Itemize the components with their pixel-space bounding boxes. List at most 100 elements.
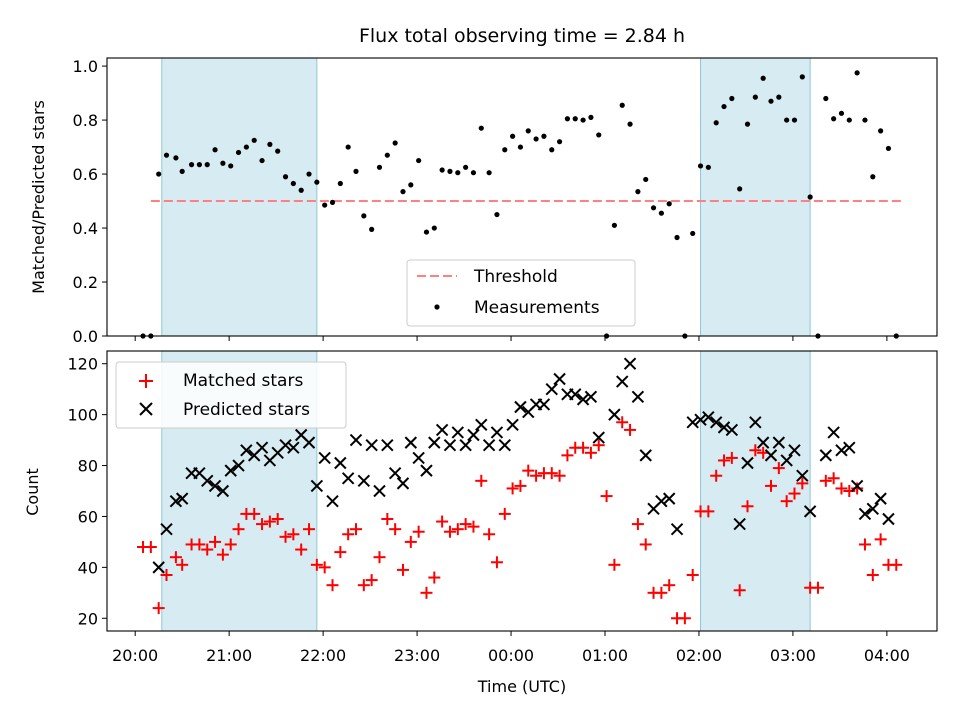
legend-measurements-label: Measurements [474,298,600,318]
measurement-point [322,202,328,208]
matched-star-marker [428,571,441,584]
predicted-star-marker [537,398,551,411]
matched-star-marker [396,563,409,576]
measurement-point [572,116,578,122]
measurement-point [721,103,727,110]
measurement-point [439,167,445,173]
measurement-point [353,168,359,174]
measurement-point [635,189,641,195]
matched-star-marker [412,525,425,538]
predicted-star-marker [756,436,770,449]
matched-star-marker [467,520,480,533]
measurement-point [533,136,539,142]
matched-star-marker [678,612,691,625]
predicted-star-marker [717,421,731,434]
measurement-point [345,144,351,150]
bottom-y-tick-label: 20 [78,609,98,628]
predicted-star-marker [232,459,245,472]
measurement-point [267,141,273,147]
matched-star-marker [201,543,214,556]
measurement-point [713,120,719,126]
predicted-star-marker [639,449,652,462]
matched-star-marker [506,482,519,495]
predicted-star-marker [388,466,402,480]
predicted-star-marker [420,464,433,477]
measurement-point [337,180,343,187]
predicted-star-marker [279,438,292,452]
matched-star-marker [287,528,300,541]
matched-star-marker [741,500,754,513]
bottom-axes-frame [106,350,938,632]
matched-star-marker [639,538,652,551]
top-y-tick-label: 0.0 [73,327,98,346]
predicted-star-marker [874,492,887,505]
x-tick-label: 03:00 [770,646,816,665]
predicted-star-marker [175,492,189,505]
matched-star-marker [851,482,864,495]
measurement-point [204,162,210,168]
predicted-star-marker [827,426,840,439]
matched-star-marker [342,528,355,541]
x-tick-label: 23:00 [394,646,440,665]
matched-star-marker [874,533,887,546]
matched-star-marker [827,472,840,485]
predicted-star-marker [428,436,441,449]
matched-star-marker [553,469,566,482]
predicted-star-marker [741,456,754,470]
measurement-point [463,164,469,170]
top-y-axis-label: Matched/Predicted stars [29,100,48,294]
matched-star-marker [326,579,339,592]
bottom-y-tick-label: 60 [78,507,98,526]
matched-star-marker [193,538,206,551]
measurement-point [156,171,162,177]
measurement-point [314,179,320,185]
measurement-point [611,222,617,228]
predicted-star-marker [459,438,472,452]
bottom-y-axis-label: Count [23,468,42,516]
chart-title: Flux total observing time = 2.84 h [359,25,685,47]
predicted-star-markers [152,357,895,574]
matched-star-markers [137,416,903,625]
measurement-point [846,117,852,123]
top-y-ticks: 0.0 0.2 0.4 0.6 0.8 1.0 [73,57,107,346]
matched-star-marker [577,441,590,454]
matched-star-marker [663,579,676,592]
matched-star-marker [248,507,261,520]
measurement-point [329,199,336,205]
measurement-point [243,144,249,150]
top-y-tick-label: 0.2 [73,273,98,292]
measurement-point [541,133,547,139]
predicted-star-marker [623,357,637,370]
measurement-point [674,234,680,241]
legend-matched-swatch [139,374,153,388]
predicted-star-marker [592,431,605,444]
matched-star-marker [451,523,464,536]
measurement-point [486,170,492,176]
measurement-point [885,145,892,152]
matched-star-marker [381,513,394,525]
x-tick-label: 00:00 [488,646,534,665]
matched-star-marker [256,518,269,531]
matched-star-marker [279,530,292,543]
measurement-point [854,70,860,76]
predicted-star-marker [545,382,558,396]
measurement-point [228,163,234,169]
predicted-star-marker [302,436,316,449]
matched-star-marker [608,558,621,571]
matched-star-marker [176,558,189,571]
measurement-point [862,117,868,123]
measurement-point [619,102,625,108]
measurement-points [140,70,899,339]
legend-threshold-label: Threshold [473,267,558,287]
matched-star-marker [334,546,347,559]
measurement-point [556,139,563,145]
predicted-star-marker [733,517,746,531]
predicted-star-marker [310,479,324,493]
matched-star-marker [545,467,558,480]
measurement-point [588,114,594,120]
measurement-point [564,116,571,122]
measurement-point [400,189,406,195]
measurement-point [650,205,657,211]
matched-star-marker [584,446,597,459]
